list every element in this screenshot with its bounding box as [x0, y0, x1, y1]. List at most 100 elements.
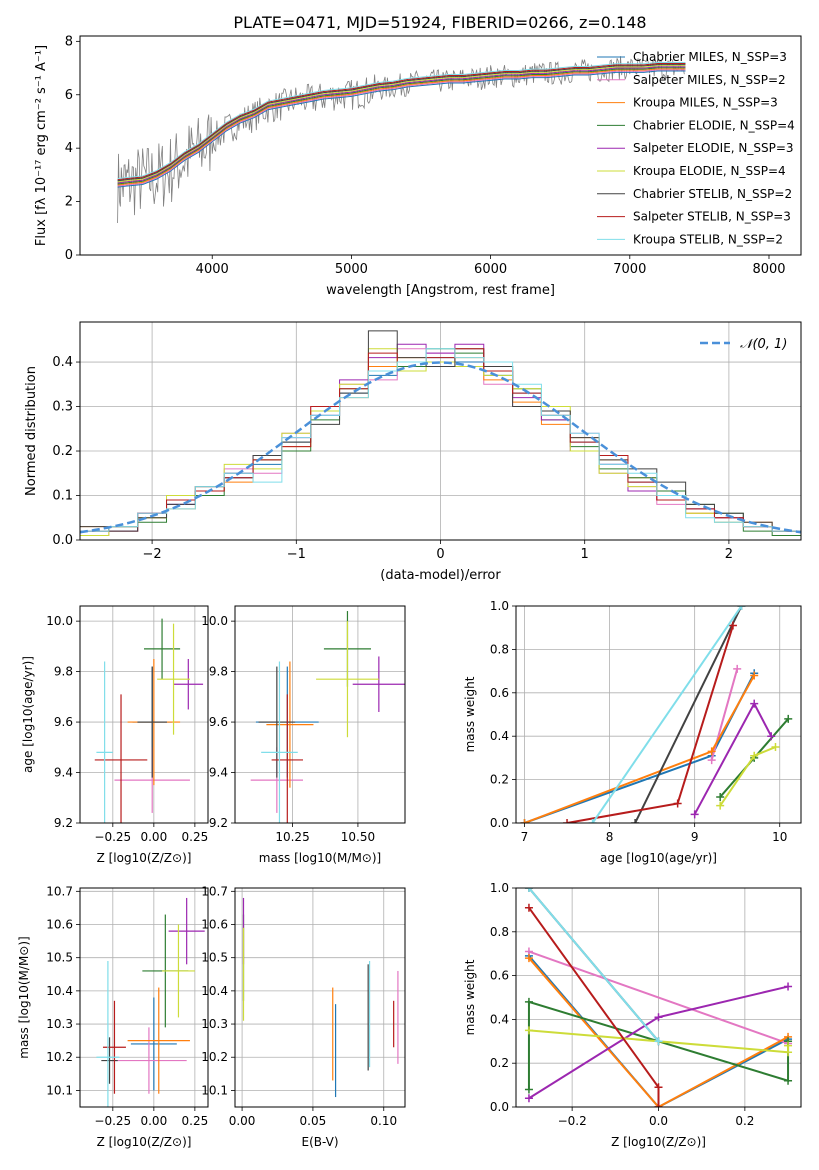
- x-axis-label: Z [log10(Z/Z⊙)]: [97, 851, 192, 865]
- y-tick-label: 1.0: [490, 599, 509, 613]
- panel-1: −2 −1 0 1 2 0.0 0.1 0.2 0.3 0.4 (data-model)/error…: [24, 321, 802, 583]
- y-tick-label: 10.0: [201, 614, 228, 628]
- plot-area-2: [94, 618, 204, 823]
- y-tick-label: 10.1: [46, 1083, 73, 1097]
- plot-area-6: [242, 897, 399, 1098]
- mass-weight-marker: [784, 714, 793, 723]
- panel-3: 10.25 10.50 9.2 9.4 9.6 9.8 10.0 mass [log10(M/…: [201, 605, 406, 865]
- mass-weight-marker: [588, 819, 597, 823]
- axes-frame: [515, 887, 802, 1108]
- mass-weight-marker: [563, 819, 572, 823]
- mass-weight-marker: [737, 606, 746, 610]
- model-spectrum-line: [117, 65, 686, 183]
- panel-5: −0.25 0.00 0.25 10.1 10.2 10.3 10.4 10.5 10.6 10.…: [17, 884, 209, 1149]
- legend-label: Chabrier STELIB, N_SSP=2: [633, 187, 792, 201]
- x-axis-label: E(B-V): [301, 1135, 338, 1149]
- axes-frame: [79, 605, 209, 824]
- y-tick-label: 0.4: [52, 355, 73, 370]
- x-tick-label: 0.10: [370, 1114, 397, 1128]
- y-tick-label: 10.1: [201, 1083, 228, 1097]
- x-tick-label: 0.2: [735, 1114, 754, 1128]
- y-tick-label: 0.8: [490, 925, 509, 939]
- y-tick-label: 2: [65, 195, 73, 210]
- y-tick-label: 0.2: [490, 1056, 509, 1070]
- x-tick-label: 8: [606, 830, 614, 844]
- y-tick-label: 6: [65, 88, 73, 103]
- mass-weight-marker: [767, 732, 776, 741]
- mass-weight-marker: [750, 699, 759, 708]
- legend-label: Kroupa ELODIE, N_SSP=4: [633, 164, 786, 178]
- y-tick-label: 0: [65, 248, 73, 263]
- mass-weight-marker: [784, 1041, 793, 1050]
- x-tick-label: −0.25: [94, 1114, 131, 1128]
- mass-weight-marker: [784, 1076, 793, 1085]
- y-tick-label: 1.0: [490, 881, 509, 895]
- x-tick-label: 8000: [752, 262, 785, 277]
- figure-title: PLATE=0471, MJD=51924, FIBERID=0266, z=0…: [233, 13, 646, 32]
- x-tick-label: −2: [143, 547, 162, 562]
- plot-area-7: [524, 888, 793, 1107]
- model-spectrum-line: [117, 66, 686, 184]
- y-tick-label: 10.7: [201, 884, 228, 898]
- x-tick-label: 10.25: [275, 830, 309, 844]
- x-tick-label: 1: [581, 547, 589, 562]
- x-axis-label: (data-model)/error: [380, 568, 501, 583]
- x-axis-label: Z [log10(Z/Z⊙)]: [97, 1135, 192, 1149]
- y-tick-label: 0.1: [52, 489, 73, 504]
- y-tick-label: 10.2: [201, 1050, 228, 1064]
- mass-weight-marker: [733, 664, 742, 673]
- mass-weight-line: [634, 606, 743, 823]
- plot-area-1: [80, 330, 801, 537]
- x-tick-label: −0.2: [558, 1114, 587, 1128]
- y-tick-label: 0.2: [52, 444, 73, 459]
- y-tick-label: 8: [65, 34, 73, 49]
- x-tick-label: 0.05: [300, 1114, 327, 1128]
- x-tick-label: −0.25: [94, 830, 131, 844]
- model-spectrum-line: [117, 61, 686, 180]
- model-spectrum-line: [117, 69, 686, 187]
- residual-histogram: [80, 348, 801, 532]
- mass-weight-marker: [690, 810, 699, 819]
- mass-weight-line: [528, 888, 660, 1042]
- x-tick-label: 7000: [613, 262, 646, 277]
- model-spectrum-line: [117, 63, 686, 181]
- x-tick-label: 0: [436, 547, 444, 562]
- x-tick-label: 10.50: [341, 830, 375, 844]
- mass-weight-marker: [673, 799, 682, 808]
- mass-weight-marker: [654, 1037, 663, 1046]
- y-tick-label: 4: [65, 141, 73, 156]
- plot-area-3: [250, 611, 405, 823]
- mass-weight-marker: [524, 954, 533, 963]
- mass-weight-marker: [524, 903, 533, 912]
- spectrum-legend: Chabrier MILES, N_SSP=3 Salpeter MILES, N…: [597, 50, 795, 246]
- mass-weight-marker: [524, 1085, 533, 1094]
- axes-frame: [234, 605, 406, 824]
- mass-weight-marker: [750, 671, 759, 680]
- y-tick-label: 0.3: [52, 400, 73, 415]
- mass-weight-marker: [771, 743, 780, 752]
- y-tick-label: 0.2: [490, 773, 509, 787]
- y-axis-label: Normed distribution: [24, 366, 39, 496]
- y-tick-label: 10.7: [46, 884, 73, 898]
- x-tick-label: 0.25: [182, 830, 209, 844]
- y-tick-label: 9.2: [209, 816, 228, 830]
- mass-weight-marker: [750, 751, 759, 760]
- y-axis-label: mass weight: [463, 676, 477, 752]
- y-tick-label: 0.8: [490, 642, 509, 656]
- plot-area-5: [96, 897, 205, 1107]
- axes-frame: [234, 887, 406, 1108]
- x-axis-label: Z [log10(Z/Z⊙)]: [611, 1135, 706, 1149]
- y-axis-label: Flux [fλ 10⁻¹⁷ erg cm⁻² s⁻¹ A⁻¹]: [34, 45, 49, 246]
- plot-area-0: [117, 56, 686, 223]
- legend-label: Salpeter STELIB, N_SSP=3: [633, 210, 791, 224]
- y-tick-label: 9.4: [209, 766, 228, 780]
- model-spectrum-line: [117, 67, 686, 185]
- panel-0: 4000 5000 6000 7000 8000 0 2 4 6 8 wavelength [Ang…: [34, 34, 802, 298]
- mass-weight-marker: [524, 1026, 533, 1035]
- y-tick-label: 9.4: [54, 766, 73, 780]
- mass-weight-line: [719, 746, 776, 807]
- x-tick-label: 7: [521, 830, 529, 844]
- mass-weight-marker: [716, 792, 725, 801]
- y-tick-label: 9.6: [54, 715, 73, 729]
